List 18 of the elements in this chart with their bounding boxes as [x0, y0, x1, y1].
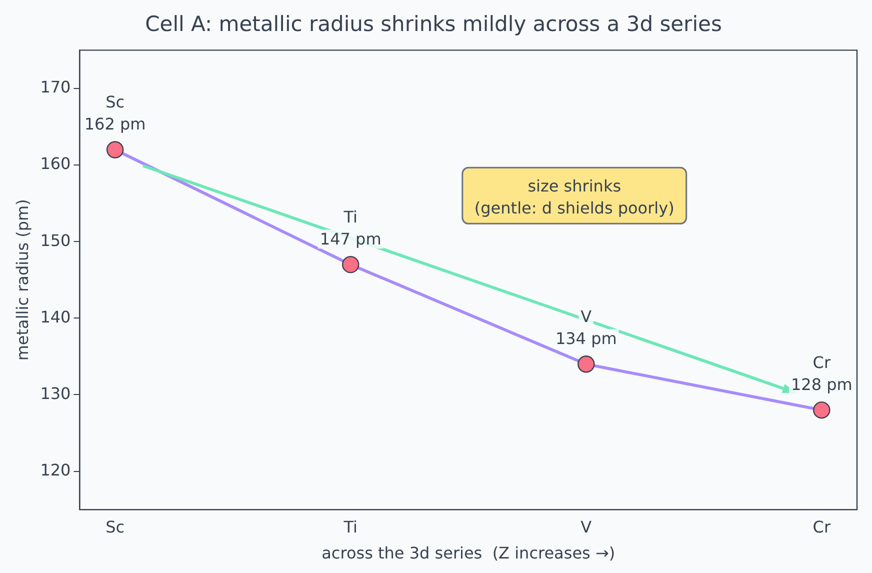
- x-tick-label: Sc: [106, 517, 125, 536]
- x-tick-label: Ti: [342, 517, 358, 536]
- annotation: V 134 pm: [555, 307, 617, 348]
- y-tick-label: 150: [40, 230, 71, 250]
- y-tick-label: 170: [40, 78, 71, 97]
- y-tick-label: 140: [40, 307, 71, 326]
- annotation: Cr 128 pm: [790, 353, 852, 394]
- chart-title: Cell A: metallic radius shrinks mildly across a 3d series: [145, 12, 722, 36]
- x-axis-title: across the 3d series (Z increases →): [322, 544, 616, 563]
- annotation: size shrinks (gentle: d shields poorly): [474, 176, 674, 218]
- annotation: Sc 162 pm: [84, 92, 146, 134]
- x-tick-label: V: [580, 517, 592, 536]
- annotation: Ti 147 pm: [320, 208, 382, 249]
- y-tick-label: 160: [40, 154, 71, 174]
- y-tick-label: 130: [40, 384, 71, 403]
- y-axis-title: metallic radius (pm): [12, 199, 32, 361]
- x-tick-label: Cr: [812, 517, 831, 536]
- y-tick-label: 120: [40, 460, 71, 480]
